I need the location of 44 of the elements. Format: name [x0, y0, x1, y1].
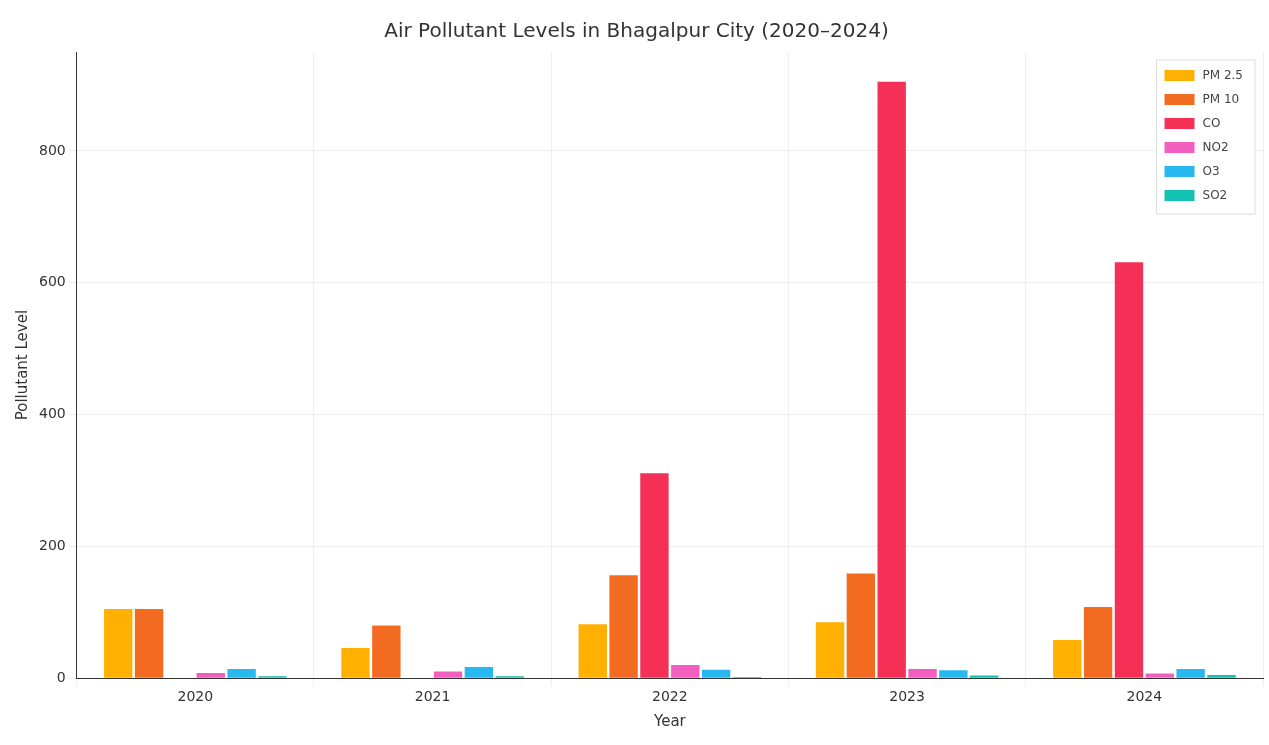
- legend-label: PM 10: [1202, 92, 1240, 107]
- y-tick-label: 200: [38, 537, 66, 554]
- x-tick-label: 2023: [889, 688, 925, 705]
- y-tick-label: 600: [38, 273, 66, 290]
- x-axis-title: Year: [652, 711, 687, 730]
- legend-label: PM 2.5: [1202, 68, 1244, 83]
- y-tick-label: 400: [38, 405, 66, 422]
- bar: [341, 647, 370, 678]
- bar: [701, 669, 731, 678]
- bar: [970, 675, 999, 678]
- y-tick-label: 800: [38, 141, 66, 158]
- bar: [1145, 673, 1174, 678]
- bar: [134, 608, 164, 678]
- bar: [609, 575, 638, 678]
- bar: [908, 668, 937, 678]
- bar: [104, 608, 133, 678]
- x-tick-label: 2024: [1126, 688, 1163, 705]
- bar: [578, 624, 607, 678]
- legend-label: NO2: [1202, 140, 1229, 155]
- bar: [877, 81, 906, 678]
- bar: [227, 668, 256, 678]
- x-tick-label: 2020: [177, 688, 214, 705]
- bar: [1207, 674, 1236, 678]
- bar: [939, 670, 968, 678]
- bar: [196, 672, 225, 678]
- chart-title: Air Pollutant Levels in Bhagalpur City (2020–2024): [384, 18, 889, 43]
- x-tick-label: 2021: [414, 688, 451, 705]
- bar: [815, 622, 845, 678]
- bar: [464, 666, 494, 678]
- bar: [1114, 262, 1144, 678]
- bar: [671, 665, 700, 678]
- bar: [433, 671, 463, 678]
- y-axis-title: Pollutant Level: [12, 309, 31, 421]
- bar: [846, 573, 876, 678]
- bar: [640, 473, 669, 678]
- bar: [1083, 607, 1113, 678]
- y-tick-label: 0: [56, 668, 66, 685]
- bar: [1176, 668, 1205, 678]
- x-tick-label: 2022: [652, 688, 688, 705]
- legend-label: O3: [1202, 164, 1220, 179]
- bar: [1053, 639, 1082, 678]
- legend-label: SO2: [1202, 188, 1228, 203]
- legend-label: CO: [1202, 116, 1221, 131]
- bar: [372, 625, 401, 678]
